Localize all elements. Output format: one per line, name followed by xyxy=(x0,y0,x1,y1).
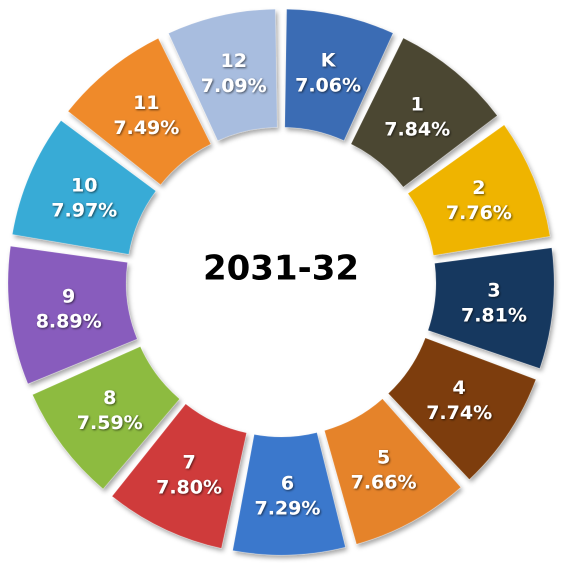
value-label: 7.49% xyxy=(113,117,179,139)
value-label: 8.89% xyxy=(36,310,102,332)
donut-segment xyxy=(67,37,212,186)
donut-segment xyxy=(232,432,346,556)
category-label: 4 xyxy=(453,377,466,399)
value-label: 7.81% xyxy=(461,305,527,327)
donut-segment xyxy=(323,398,462,545)
donut-segment xyxy=(387,337,537,481)
donut-segment xyxy=(111,403,248,549)
segment: 4 7.74% xyxy=(387,337,537,481)
category-label: 6 xyxy=(281,472,294,494)
value-label: 7.66% xyxy=(351,471,417,493)
segment: 2 7.76% xyxy=(407,124,551,256)
segment: 9 8.89% xyxy=(7,245,138,385)
category-label: 5 xyxy=(377,446,390,468)
segment: 8 7.59% xyxy=(31,345,181,490)
category-label: 2 xyxy=(472,177,485,199)
category-label: 9 xyxy=(62,285,75,307)
category-label: K xyxy=(321,50,337,72)
value-label: 7.84% xyxy=(384,118,450,140)
value-label: 7.97% xyxy=(51,199,117,221)
segments: K 7.06% 1 7.84% 2 7.76% 3 7.81% 4 7.74% 5 7.66% 6 7.2… xyxy=(7,8,555,556)
segment: 7 7.80% xyxy=(111,403,248,549)
segment: 1 7.84% xyxy=(350,37,498,188)
segment: 5 7.66% xyxy=(323,398,462,545)
donut-segment xyxy=(167,8,278,142)
category-label: 8 xyxy=(103,387,116,409)
value-label: 7.29% xyxy=(254,497,320,519)
value-label: 7.09% xyxy=(201,75,267,97)
segment: 10 7.97% xyxy=(11,119,157,255)
category-label: 3 xyxy=(487,280,500,302)
chart-title: 2031-32 xyxy=(203,249,359,289)
donut-segment xyxy=(284,8,394,142)
donut-segment xyxy=(407,124,551,256)
category-label: 1 xyxy=(411,93,424,115)
segment: 3 7.81% xyxy=(427,247,555,370)
donut-segment xyxy=(31,345,181,490)
value-label: 7.59% xyxy=(77,412,143,434)
category-label: 11 xyxy=(133,92,159,114)
value-label: 7.74% xyxy=(426,402,492,424)
donut-segment xyxy=(7,245,138,385)
value-label: 7.06% xyxy=(295,75,361,97)
donut-segment xyxy=(11,119,157,255)
category-label: 12 xyxy=(220,50,246,72)
value-label: 7.76% xyxy=(446,202,512,224)
donut-segment xyxy=(427,247,555,370)
segment: K 7.06% xyxy=(284,8,394,142)
category-label: 10 xyxy=(71,174,97,196)
donut-segment xyxy=(350,37,498,188)
segment: 6 7.29% xyxy=(232,432,346,556)
segment: 12 7.09% xyxy=(167,8,278,142)
value-label: 7.80% xyxy=(156,477,222,499)
category-label: 7 xyxy=(182,452,195,474)
segment: 11 7.49% xyxy=(67,37,212,186)
